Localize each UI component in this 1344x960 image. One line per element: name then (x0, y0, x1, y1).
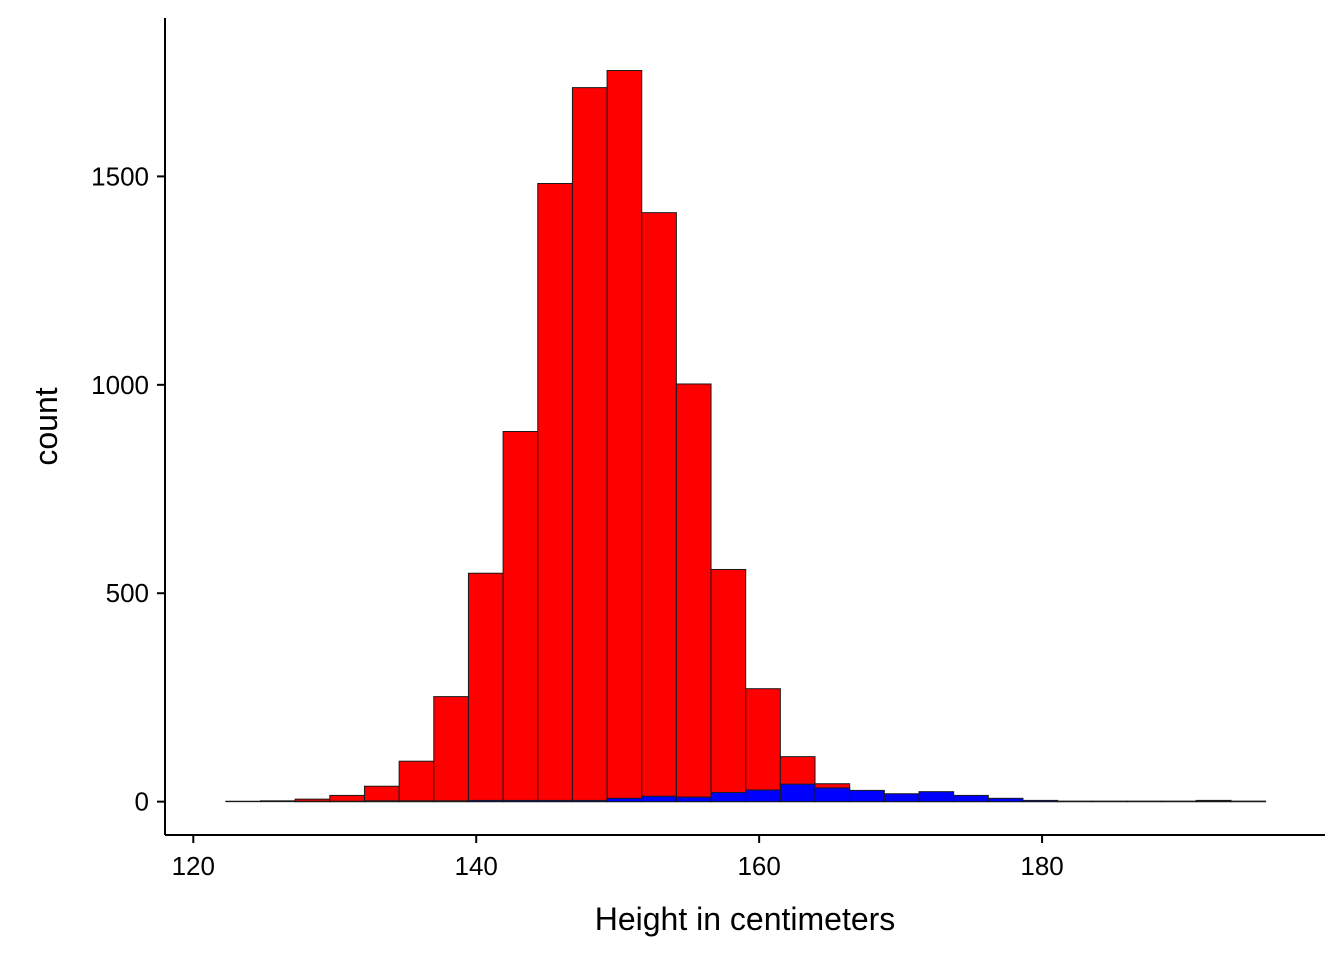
x-axis-ticks: 120 140 160 180 (172, 835, 1064, 881)
blue-bar-18 (849, 789, 885, 803)
blue-bar-23 (1022, 799, 1059, 803)
red-bar-7 (467, 572, 504, 803)
blue-bar-21 (953, 794, 989, 803)
blue-bar-7 (467, 799, 504, 803)
blue-bar-8 (502, 799, 539, 803)
blue-bar-22 (987, 797, 1024, 803)
blue-bar-11 (606, 797, 643, 803)
red-bar-9 (537, 182, 573, 803)
blue-bar-12 (641, 795, 677, 803)
x-tick-label: 140 (455, 851, 498, 881)
red-bar-10 (571, 87, 608, 803)
x-axis-title: Height in centimeters (595, 901, 896, 937)
red-bar-15 (745, 688, 781, 803)
blue-bar-10 (571, 799, 608, 803)
red-bar-13 (675, 383, 712, 803)
y-tick-label: 500 (106, 578, 149, 608)
x-tick-label: 160 (737, 851, 780, 881)
red-bar-8 (502, 431, 539, 803)
blue-bar-4 (363, 800, 400, 803)
red-bar-12 (641, 212, 677, 803)
blue-bar-20 (918, 791, 955, 803)
blue-bar-5 (398, 800, 435, 803)
red-bar-14 (710, 568, 747, 803)
blue-bar-15 (745, 789, 781, 803)
blue-bar-9 (537, 799, 573, 803)
blue-series-bars (294, 783, 1267, 803)
red-bar-11 (606, 70, 643, 803)
blue-bar-16 (779, 783, 816, 803)
red-bar-3 (329, 794, 365, 803)
blue-bar-19 (883, 793, 920, 803)
red-bar-4 (363, 785, 400, 803)
red-bar-6 (433, 696, 469, 803)
y-tick-label: 1000 (91, 370, 149, 400)
y-axis-title: count (28, 387, 64, 465)
red-bar-5 (398, 760, 435, 803)
x-tick-label: 120 (172, 851, 215, 881)
blue-bar-28 (1195, 800, 1232, 803)
red-series-bars (225, 70, 1267, 803)
y-tick-label: 1500 (91, 161, 149, 191)
blue-bar-13 (675, 796, 712, 803)
y-axis-ticks: 0 500 1000 1500 (91, 161, 165, 817)
blue-bar-6 (433, 800, 469, 803)
x-tick-label: 180 (1020, 851, 1063, 881)
blue-bar-17 (814, 787, 851, 803)
y-tick-label: 0 (135, 787, 149, 817)
blue-bar-14 (710, 791, 747, 803)
red-bar-1 (259, 800, 296, 803)
